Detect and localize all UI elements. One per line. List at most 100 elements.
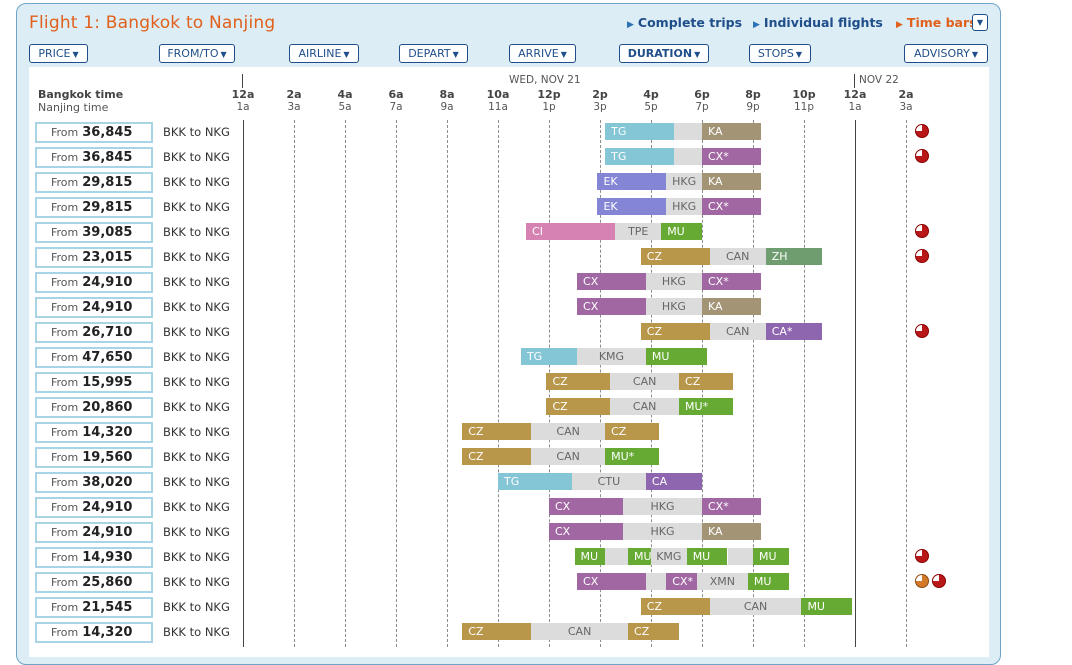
flight-segment-bar[interactable]: ZH: [765, 248, 822, 265]
price-button[interactable]: From 24,910: [35, 522, 153, 543]
flight-segment-bar[interactable]: CX: [577, 273, 646, 290]
flight-segment-bar[interactable]: CX*: [666, 573, 697, 590]
flight-segment-bar[interactable]: CA*: [765, 323, 822, 340]
flight-segment-bar[interactable]: CZ: [605, 423, 659, 440]
flight-segment-bar[interactable]: MU*: [679, 398, 733, 415]
price-button[interactable]: From 47,650: [35, 347, 153, 368]
price-button[interactable]: From 36,845: [35, 122, 153, 143]
price-button[interactable]: From 15,995: [35, 372, 153, 393]
price-button[interactable]: From 29,815: [35, 172, 153, 193]
flight-segment-bar[interactable]: CX*: [702, 148, 761, 165]
sort-advisory-button[interactable]: ADVISORY ▼: [904, 44, 988, 63]
sort-fromto-button[interactable]: FROM/TO ▼: [159, 44, 235, 63]
clock-wedge: [916, 150, 922, 156]
layover-bar: [605, 548, 629, 565]
flight-segment-bar[interactable]: EK: [597, 173, 667, 190]
price-button[interactable]: From 19,560: [35, 447, 153, 468]
tick-label-origin: 12a: [231, 88, 255, 101]
price-button[interactable]: From 38,020: [35, 472, 153, 493]
sort-price-button[interactable]: PRICE ▼: [29, 44, 88, 63]
flight-segment-bar[interactable]: CZ: [628, 623, 680, 640]
flight-segment-bar[interactable]: CZ: [462, 448, 532, 465]
flight-segment-bar[interactable]: MU: [801, 598, 853, 615]
price-button[interactable]: From 14,320: [35, 622, 153, 643]
grid-line: [906, 120, 907, 647]
flight-segment-bar[interactable]: TG: [605, 148, 674, 165]
flight-segment-bar[interactable]: CX: [577, 573, 646, 590]
flight-segment-bar[interactable]: CX: [549, 523, 623, 540]
advisory-clock-icon[interactable]: [915, 324, 929, 338]
advisory-clock-icon[interactable]: [915, 549, 929, 563]
sort-depart-button[interactable]: DEPART ▼: [399, 44, 468, 63]
flight-segment-bar[interactable]: CX*: [702, 273, 761, 290]
price-button[interactable]: From 25,860: [35, 572, 153, 593]
flight-segment-bar[interactable]: MU: [645, 348, 708, 365]
layover-bar: KMG: [577, 348, 646, 365]
flight-segment-bar[interactable]: TG: [520, 348, 578, 365]
flight-segment-bar[interactable]: CZ: [640, 598, 710, 615]
flight-segment-bar[interactable]: MU: [628, 548, 651, 565]
advisory-clock-icon[interactable]: [932, 574, 946, 588]
time-bars-link[interactable]: ▶ Time bars: [896, 15, 977, 30]
flight-segment-bar[interactable]: TG: [498, 473, 572, 490]
flight-segment-bar[interactable]: EK: [597, 198, 667, 215]
advisory-clock-icon[interactable]: [915, 249, 929, 263]
flight-segment-bar[interactable]: MU: [747, 573, 789, 590]
flight-segment-bar[interactable]: CZ: [462, 423, 532, 440]
flight-segment-bar[interactable]: CZ: [546, 373, 611, 390]
price-button[interactable]: From 24,910: [35, 297, 153, 318]
price-amount: 39,085: [82, 225, 133, 240]
flight-segment-bar[interactable]: CZ: [640, 248, 710, 265]
price-button[interactable]: From 23,015: [35, 247, 153, 268]
advisory-clock-icon[interactable]: [915, 149, 929, 163]
advisory-clock-icon[interactable]: [915, 224, 929, 238]
flight-segment-bar[interactable]: TG: [605, 123, 674, 140]
flight-segment-bar[interactable]: CX: [549, 498, 623, 515]
advisory-clock-icon[interactable]: [915, 574, 929, 588]
price-button[interactable]: From 24,910: [35, 497, 153, 518]
price-button[interactable]: From 29,815: [35, 197, 153, 218]
flight-segment-bar[interactable]: CZ: [546, 398, 611, 415]
flight-segment-bar[interactable]: KA: [702, 123, 761, 140]
flight-segment-bar[interactable]: CI: [526, 223, 616, 240]
flight-segment-bar[interactable]: KA: [702, 298, 761, 315]
advisory-clock-icon[interactable]: [915, 124, 929, 138]
sort-airline-button[interactable]: AIRLINE ▼: [289, 44, 359, 63]
price-button[interactable]: From 21,545: [35, 597, 153, 618]
price-prefix: From: [51, 376, 79, 389]
flight-segment-bar[interactable]: MU*: [605, 448, 659, 465]
sort-stops-button[interactable]: STOPS ▼: [749, 44, 811, 63]
layover-bar: CAN: [531, 623, 629, 640]
price-amount: 15,995: [82, 375, 133, 390]
layover-bar: KMG: [651, 548, 687, 565]
flight-segment-bar[interactable]: CZ: [679, 373, 733, 390]
price-button[interactable]: From 24,910: [35, 272, 153, 293]
flight-segment-bar[interactable]: KA: [702, 173, 761, 190]
flight-segment-bar[interactable]: CX*: [702, 198, 761, 215]
flight-segment-bar[interactable]: KA: [702, 523, 761, 540]
price-button[interactable]: From 26,710: [35, 322, 153, 343]
flight-segment-bar[interactable]: MU: [661, 223, 702, 240]
route-label: BKK to NKG: [163, 250, 230, 264]
flight-segment-bar[interactable]: CZ: [640, 323, 710, 340]
price-button[interactable]: From 14,930: [35, 547, 153, 568]
layover-bar: CAN: [610, 373, 680, 390]
flight-segment-bar[interactable]: CX*: [702, 498, 761, 515]
view-dropdown-button[interactable]: ▼: [972, 14, 988, 31]
price-button[interactable]: From 36,845: [35, 147, 153, 168]
flight-segment-bar[interactable]: CZ: [462, 623, 532, 640]
flight-segment-bar[interactable]: MU: [686, 548, 728, 565]
individual-flights-link[interactable]: ▶ Individual flights: [753, 15, 883, 30]
price-button[interactable]: From 14,320: [35, 422, 153, 443]
route-label: BKK to NKG: [163, 150, 230, 164]
flight-segment-bar[interactable]: MU: [753, 548, 789, 565]
price-button[interactable]: From 39,085: [35, 222, 153, 243]
flight-segment-bar[interactable]: CX: [577, 298, 646, 315]
flight-segment-bar[interactable]: MU: [574, 548, 606, 565]
flight-segment-bar[interactable]: CA: [645, 473, 702, 490]
price-amount: 20,860: [82, 400, 133, 415]
sort-arrive-button[interactable]: ARRIVE ▼: [509, 44, 576, 63]
complete-trips-link[interactable]: ▶ Complete trips: [627, 15, 742, 30]
price-button[interactable]: From 20,860: [35, 397, 153, 418]
sort-duration-button[interactable]: DURATION ▼: [619, 44, 709, 63]
